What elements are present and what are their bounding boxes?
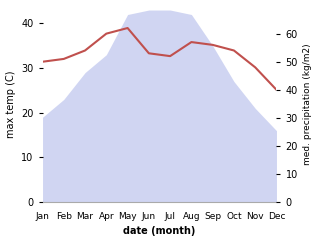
Y-axis label: med. precipitation (kg/m2): med. precipitation (kg/m2) xyxy=(303,43,313,165)
Y-axis label: max temp (C): max temp (C) xyxy=(5,70,16,138)
X-axis label: date (month): date (month) xyxy=(123,227,196,236)
